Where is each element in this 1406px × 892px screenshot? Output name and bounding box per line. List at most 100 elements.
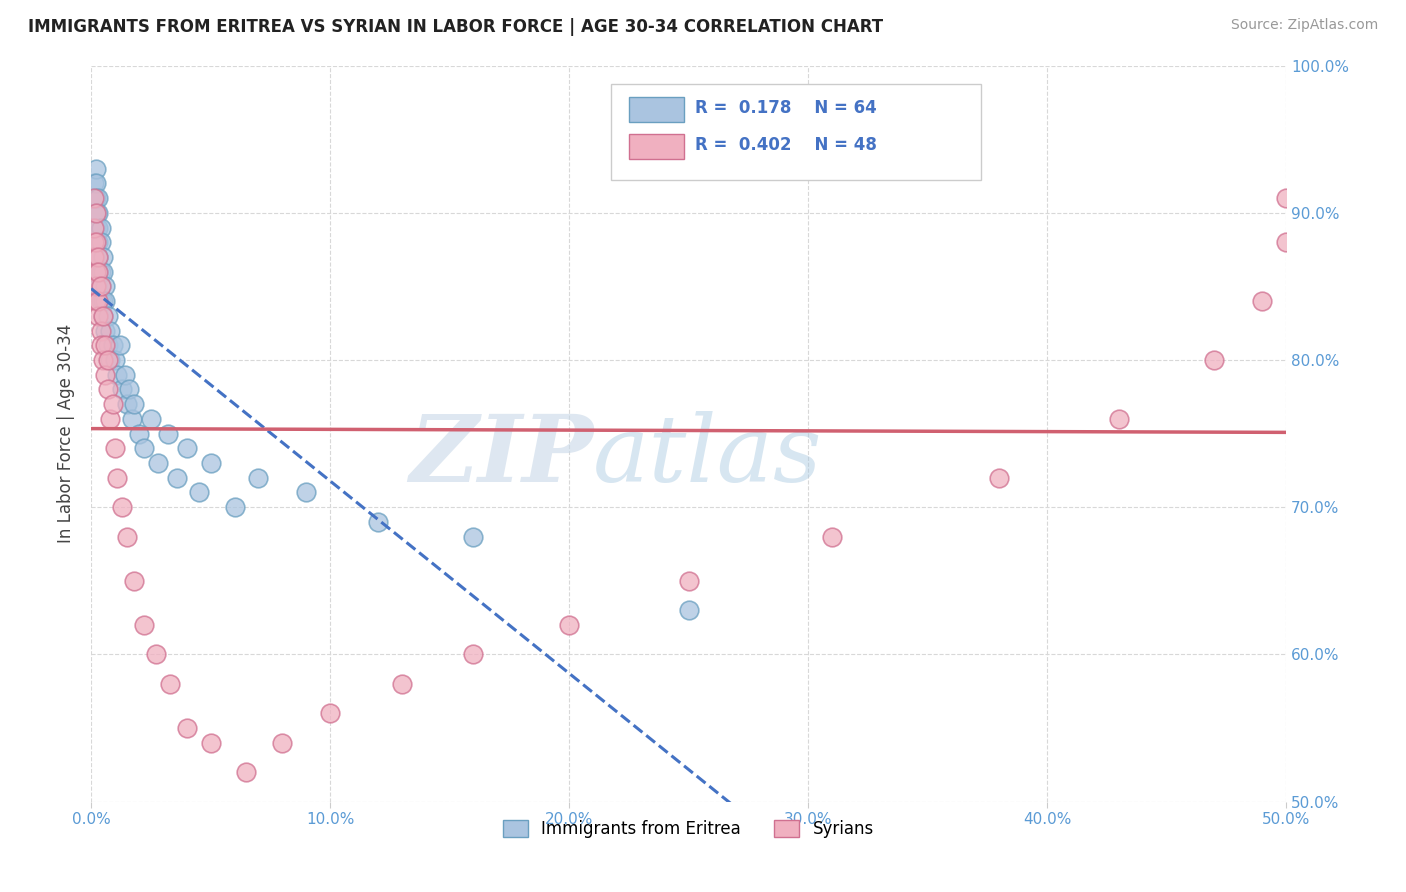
Point [146, 456, 169, 470]
Point [98, 324, 121, 338]
FancyBboxPatch shape [610, 84, 981, 179]
Point [247, 471, 270, 485]
Point [176, 442, 198, 456]
Point [319, 706, 342, 721]
Point [558, 618, 581, 632]
Point [118, 383, 141, 397]
Point [87, 235, 110, 250]
Point [90, 338, 112, 352]
Point [97, 353, 120, 368]
Point [200, 736, 222, 750]
Point [187, 485, 209, 500]
Point [87, 191, 110, 205]
Point [87, 265, 110, 279]
Point [91, 353, 114, 368]
Point [84, 177, 107, 191]
Point [107, 471, 129, 485]
Text: R =  0.402    N = 48: R = 0.402 N = 48 [695, 136, 876, 154]
Point [156, 426, 179, 441]
Point [84, 206, 107, 220]
Point [111, 383, 134, 397]
Point [104, 442, 127, 456]
Point [84, 161, 107, 176]
Point [101, 338, 124, 352]
Point [87, 206, 110, 220]
Point [83, 235, 105, 250]
Point [1275, 235, 1298, 250]
Point [94, 279, 117, 293]
Point [91, 265, 114, 279]
Point [176, 721, 198, 735]
Point [87, 309, 110, 323]
Point [98, 353, 121, 368]
Point [90, 265, 112, 279]
Point [98, 412, 121, 426]
Legend: Immigrants from Eritrea, Syrians: Immigrants from Eritrea, Syrians [496, 814, 880, 845]
Point [821, 530, 844, 544]
Point [271, 736, 294, 750]
Point [84, 235, 107, 250]
Point [84, 220, 107, 235]
Point [1108, 412, 1130, 426]
Point [84, 265, 107, 279]
Point [87, 279, 110, 293]
Point [84, 265, 107, 279]
Point [295, 485, 318, 500]
Point [84, 235, 107, 250]
Point [83, 177, 105, 191]
Point [94, 368, 117, 382]
Point [988, 471, 1011, 485]
Point [87, 220, 110, 235]
Point [107, 368, 129, 382]
Point [367, 515, 389, 529]
Point [121, 412, 143, 426]
Text: Source: ZipAtlas.com: Source: ZipAtlas.com [1230, 18, 1378, 32]
Point [132, 442, 155, 456]
Point [83, 235, 105, 250]
Point [159, 677, 181, 691]
Point [91, 309, 114, 323]
Point [83, 191, 105, 205]
Point [463, 530, 485, 544]
Point [90, 324, 112, 338]
Point [87, 294, 110, 309]
Point [83, 250, 105, 264]
FancyBboxPatch shape [628, 134, 683, 159]
Point [90, 279, 112, 293]
Point [1275, 191, 1298, 205]
Point [166, 471, 188, 485]
Point [128, 426, 150, 441]
Point [145, 648, 167, 662]
Point [94, 294, 117, 309]
Point [87, 250, 110, 264]
Point [1251, 294, 1274, 309]
Point [108, 338, 131, 352]
Text: ZIP: ZIP [409, 410, 593, 500]
Point [84, 206, 107, 220]
Point [1204, 353, 1226, 368]
Point [87, 250, 110, 264]
Point [84, 294, 107, 309]
Point [122, 574, 145, 588]
Point [83, 220, 105, 235]
Point [83, 220, 105, 235]
Point [101, 397, 124, 411]
Point [84, 279, 107, 293]
Point [678, 574, 700, 588]
Point [91, 250, 114, 264]
Point [104, 353, 127, 368]
Text: R =  0.178    N = 64: R = 0.178 N = 64 [695, 99, 876, 117]
Text: IMMIGRANTS FROM ERITREA VS SYRIAN IN LABOR FORCE | AGE 30-34 CORRELATION CHART: IMMIGRANTS FROM ERITREA VS SYRIAN IN LAB… [28, 18, 883, 36]
Point [122, 397, 145, 411]
Point [132, 618, 155, 632]
Point [83, 206, 105, 220]
Point [83, 191, 105, 205]
Point [90, 220, 112, 235]
Y-axis label: In Labor Force | Age 30-34: In Labor Force | Age 30-34 [58, 324, 75, 543]
Point [90, 235, 112, 250]
Point [91, 294, 114, 309]
Point [87, 265, 110, 279]
Point [114, 368, 136, 382]
Point [111, 500, 134, 515]
Point [84, 250, 107, 264]
